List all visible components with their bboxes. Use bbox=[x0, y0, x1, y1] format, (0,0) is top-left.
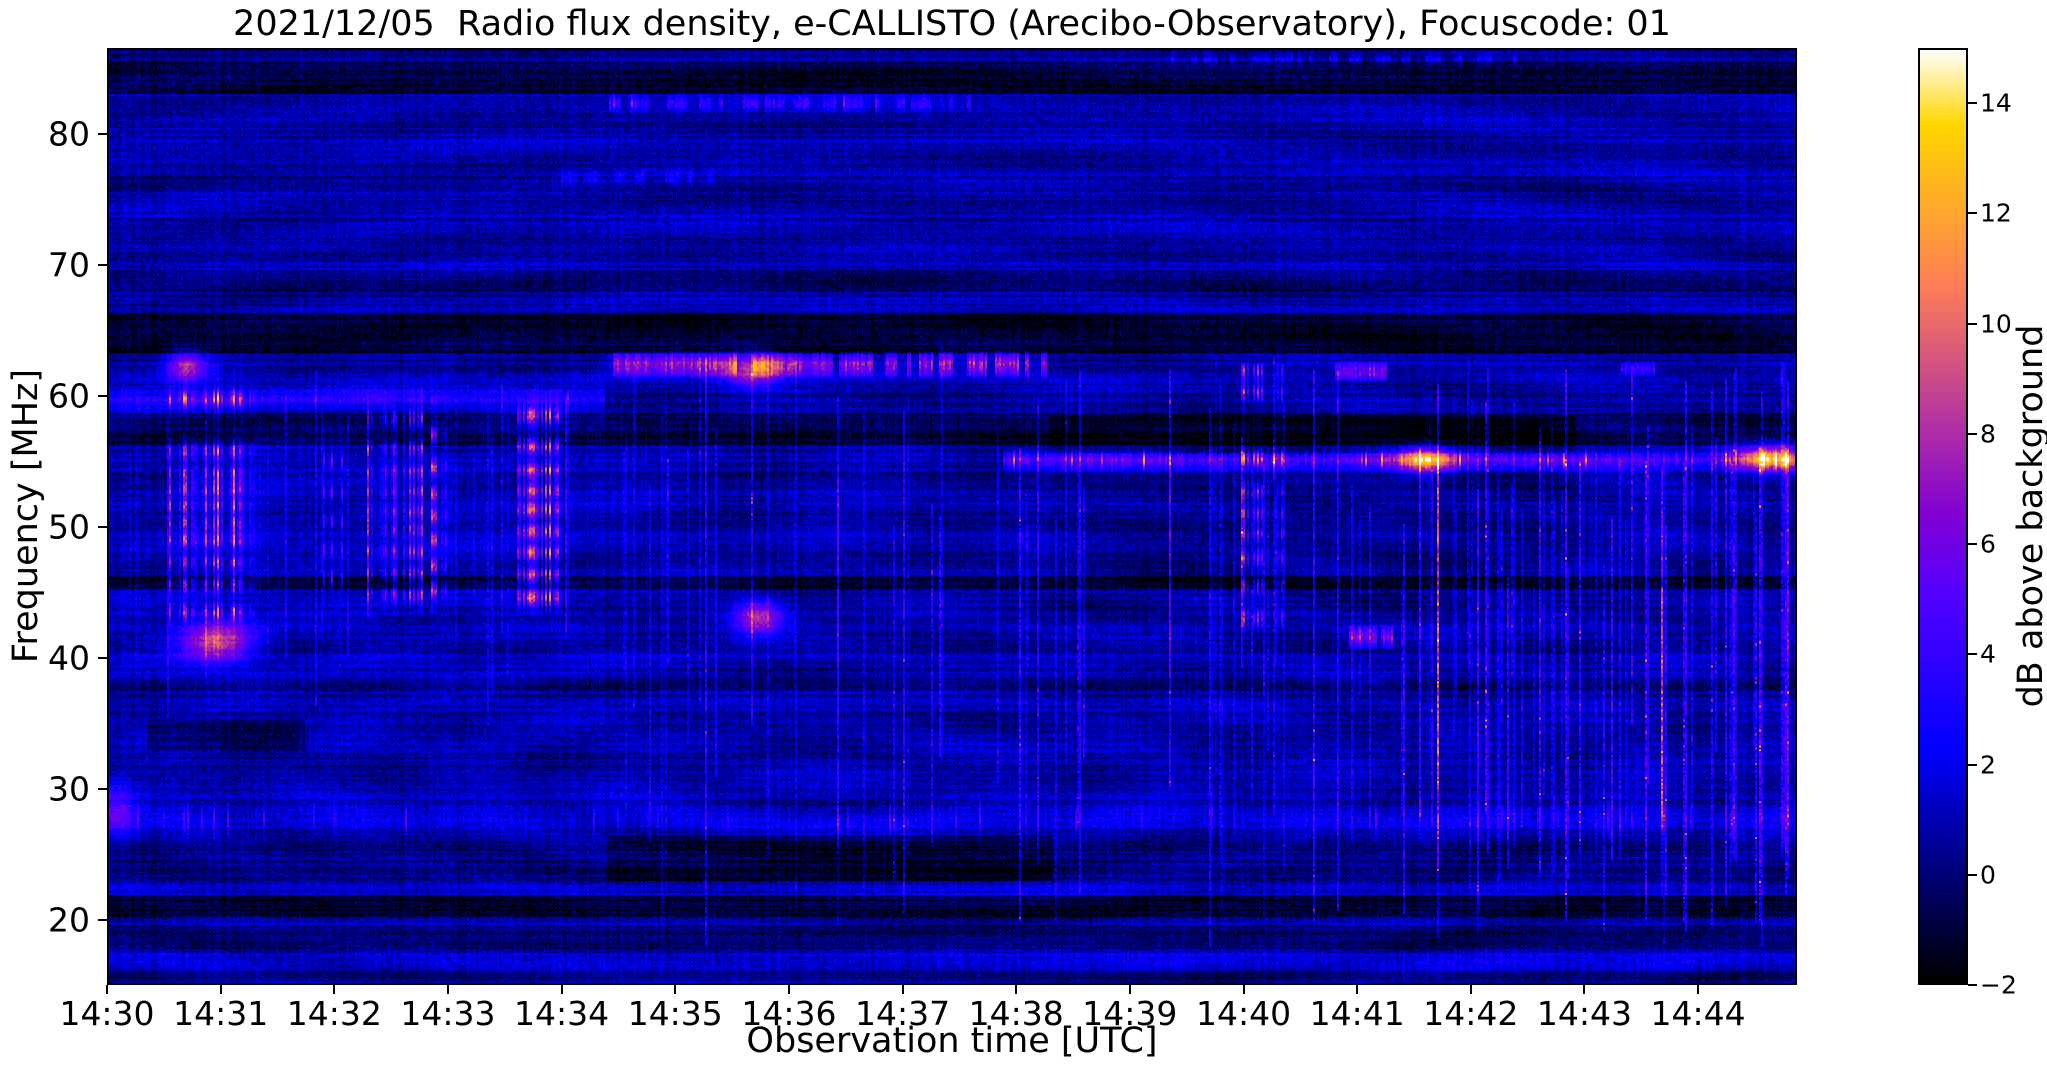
colorbar-tick-mark bbox=[1968, 322, 1977, 325]
x-tick-label: 14:43 bbox=[1536, 994, 1633, 1033]
y-tick-label: 30 bbox=[48, 769, 90, 809]
y-tick-label: 80 bbox=[48, 114, 90, 154]
x-tick-mark bbox=[674, 985, 677, 994]
colorbar-tick-label: 8 bbox=[1980, 419, 1996, 449]
x-tick-label: 14:33 bbox=[400, 994, 496, 1033]
spectrogram-plot bbox=[107, 48, 1797, 985]
colorbar-canvas bbox=[1920, 50, 1966, 983]
y-tick-mark bbox=[98, 395, 107, 398]
y-tick-label: 40 bbox=[48, 638, 90, 678]
colorbar-tick-mark bbox=[1968, 763, 1977, 766]
y-tick-mark bbox=[98, 918, 107, 921]
colorbar-tick-label: 2 bbox=[1980, 750, 1996, 780]
colorbar-tick-label: 14 bbox=[1980, 88, 2012, 118]
colorbar-tick-label: −2 bbox=[1980, 970, 2017, 1000]
x-tick-mark bbox=[1242, 985, 1245, 994]
x-tick-mark bbox=[1583, 985, 1586, 994]
colorbar-tick-label: 6 bbox=[1980, 529, 1996, 559]
y-tick-mark bbox=[98, 787, 107, 790]
x-tick-label: 14:32 bbox=[286, 994, 382, 1033]
colorbar bbox=[1918, 48, 1968, 985]
chart-title: 2021/12/05 Radio flux density, e-CALLIST… bbox=[233, 4, 1671, 44]
x-tick-label: 14:37 bbox=[854, 994, 951, 1033]
y-tick-mark bbox=[98, 525, 107, 528]
y-tick-label: 20 bbox=[48, 900, 90, 940]
colorbar-tick-mark bbox=[1968, 984, 1977, 986]
x-tick-label: 14:36 bbox=[741, 994, 837, 1033]
spectrogram-canvas bbox=[109, 50, 1795, 983]
x-tick-label: 14:34 bbox=[514, 994, 610, 1033]
x-tick-mark bbox=[106, 985, 108, 994]
y-tick-label: 50 bbox=[48, 507, 90, 547]
x-tick-label: 14:40 bbox=[1195, 994, 1292, 1033]
colorbar-tick-mark bbox=[1968, 102, 1977, 105]
colorbar-tick-mark bbox=[1968, 432, 1977, 435]
x-tick-label: 14:31 bbox=[173, 994, 269, 1033]
x-tick-mark bbox=[1469, 985, 1472, 994]
x-tick-label: 14:35 bbox=[627, 994, 723, 1033]
x-tick-mark bbox=[446, 985, 449, 994]
colorbar-tick-label: 10 bbox=[1980, 309, 2012, 339]
x-tick-mark bbox=[219, 985, 222, 994]
colorbar-tick-mark bbox=[1968, 873, 1977, 876]
y-tick-label: 70 bbox=[48, 245, 90, 285]
x-tick-label: 14:44 bbox=[1650, 994, 1746, 1033]
x-tick-mark bbox=[901, 985, 904, 994]
colorbar-tick-label: 0 bbox=[1980, 860, 1996, 890]
y-tick-mark bbox=[98, 656, 107, 659]
x-tick-label: 14:41 bbox=[1309, 994, 1405, 1033]
x-tick-label: 14:39 bbox=[1082, 994, 1178, 1033]
y-axis-label: Frequency [MHz] bbox=[6, 368, 46, 664]
x-tick-mark bbox=[1356, 985, 1359, 994]
y-tick-label: 60 bbox=[48, 376, 90, 416]
x-tick-mark bbox=[560, 985, 563, 994]
y-tick-mark bbox=[98, 264, 107, 267]
x-tick-mark bbox=[333, 985, 336, 994]
x-tick-mark bbox=[1015, 985, 1018, 994]
colorbar-label: dB above background bbox=[2011, 324, 2047, 708]
x-tick-label: 14:38 bbox=[968, 994, 1064, 1033]
colorbar-tick-mark bbox=[1968, 653, 1977, 656]
x-tick-mark bbox=[1128, 985, 1131, 994]
x-tick-mark bbox=[1697, 985, 1700, 994]
y-tick-mark bbox=[98, 133, 107, 136]
colorbar-tick-label: 4 bbox=[1980, 639, 1996, 669]
x-tick-label: 14:30 bbox=[59, 994, 155, 1033]
x-tick-mark bbox=[787, 985, 790, 994]
x-tick-label: 14:42 bbox=[1423, 994, 1519, 1033]
colorbar-tick-mark bbox=[1968, 543, 1977, 546]
colorbar-tick-label: 12 bbox=[1980, 198, 2012, 228]
colorbar-tick-mark bbox=[1968, 212, 1977, 215]
x-axis-label: Observation time [UTC] bbox=[746, 1021, 1158, 1061]
